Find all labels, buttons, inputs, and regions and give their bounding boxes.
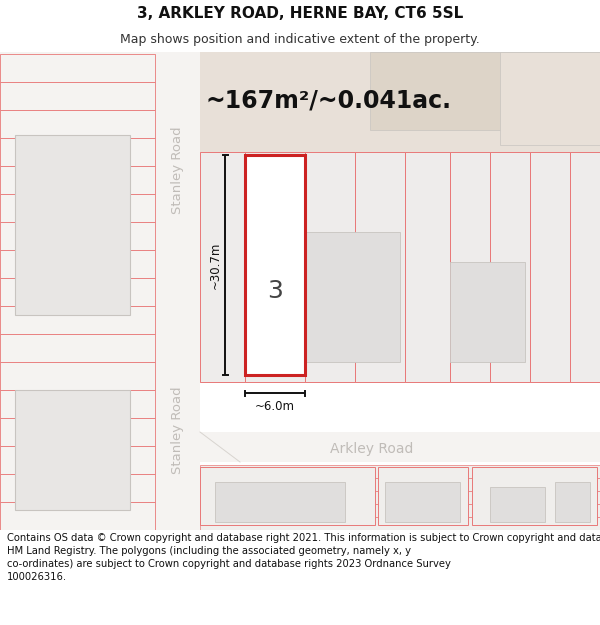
Bar: [200, 152, 245, 382]
Bar: [555, 482, 590, 522]
Bar: [245, 152, 305, 382]
Bar: [385, 482, 460, 522]
Bar: [530, 152, 570, 382]
Bar: [305, 232, 400, 362]
Bar: [405, 152, 450, 382]
Bar: [0, 390, 155, 418]
Bar: [490, 487, 545, 522]
Bar: [0, 166, 155, 194]
Bar: [200, 478, 600, 491]
Text: ~30.7m: ~30.7m: [209, 241, 222, 289]
Bar: [450, 262, 525, 362]
Bar: [0, 306, 155, 334]
Bar: [15, 390, 130, 510]
Bar: [0, 194, 155, 222]
Bar: [200, 52, 600, 217]
Text: 3: 3: [267, 279, 283, 303]
Bar: [490, 152, 530, 382]
Bar: [0, 54, 155, 82]
Bar: [200, 432, 600, 462]
Bar: [0, 418, 155, 446]
Bar: [305, 152, 355, 382]
Text: Map shows position and indicative extent of the property.: Map shows position and indicative extent…: [120, 32, 480, 46]
Bar: [200, 491, 600, 504]
Bar: [0, 446, 155, 474]
Bar: [200, 465, 600, 478]
Bar: [0, 502, 155, 530]
Bar: [0, 138, 155, 166]
Bar: [355, 152, 405, 382]
Bar: [0, 474, 155, 502]
Bar: [0, 52, 155, 530]
Bar: [0, 110, 155, 138]
Bar: [200, 504, 600, 517]
Bar: [0, 362, 155, 390]
Text: ~6.0m: ~6.0m: [255, 400, 295, 413]
Bar: [570, 152, 600, 382]
Bar: [155, 52, 200, 530]
Text: Stanley Road: Stanley Road: [170, 386, 184, 474]
Text: Stanley Road: Stanley Road: [170, 126, 184, 214]
Bar: [200, 467, 375, 525]
Text: 3, ARKLEY ROAD, HERNE BAY, CT6 5SL: 3, ARKLEY ROAD, HERNE BAY, CT6 5SL: [137, 6, 463, 21]
Bar: [15, 135, 130, 315]
Text: Contains OS data © Crown copyright and database right 2021. This information is : Contains OS data © Crown copyright and d…: [7, 533, 600, 582]
Bar: [200, 517, 600, 530]
Bar: [472, 467, 597, 525]
Bar: [0, 82, 155, 110]
Bar: [215, 482, 345, 522]
Bar: [0, 222, 155, 250]
Bar: [245, 155, 305, 375]
Bar: [450, 152, 490, 382]
Bar: [378, 467, 468, 525]
Text: Arkley Road: Arkley Road: [330, 441, 413, 456]
Bar: [0, 334, 155, 362]
Bar: [200, 152, 600, 382]
Text: ~167m²/~0.041ac.: ~167m²/~0.041ac.: [205, 88, 451, 112]
Bar: [0, 278, 155, 306]
Bar: [0, 250, 155, 278]
Bar: [500, 52, 600, 145]
Bar: [370, 52, 600, 130]
